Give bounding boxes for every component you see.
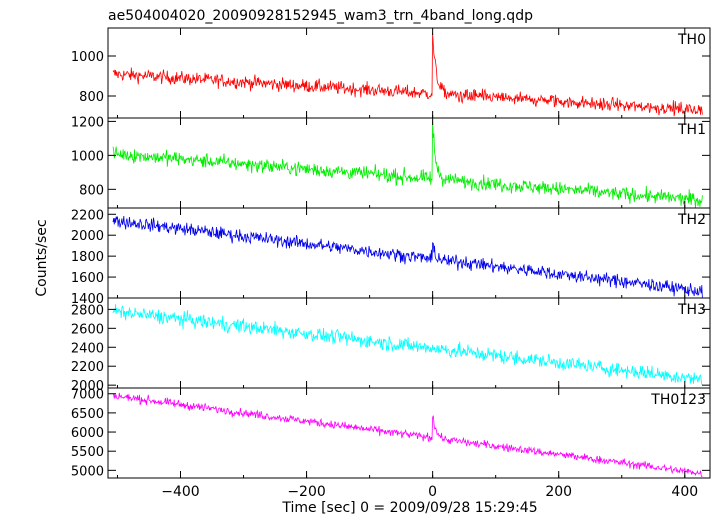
panel-frame xyxy=(107,27,711,119)
x-tick-label: 0 xyxy=(428,484,437,500)
panel-label: TH2 xyxy=(677,212,706,228)
panel-th0123: 5000 5500 6000 6500 7000 TH0123 xyxy=(71,387,711,479)
panel-th3: 2000 2200 2400 2600 2800 TH3 xyxy=(71,297,711,394)
y-tick-label: 1000 xyxy=(71,50,104,65)
x-tick-label: 200 xyxy=(545,484,572,500)
x-tick-label: −400 xyxy=(161,484,199,500)
series-th3 xyxy=(112,304,703,385)
y-tick-label: 2800 xyxy=(71,303,104,318)
panel-frame xyxy=(107,117,711,209)
panel-th2: 1400 1600 1800 2000 2200 TH2 xyxy=(71,207,711,307)
y-tick-label: 800 xyxy=(79,183,104,198)
y-tick-label: 2600 xyxy=(71,322,104,337)
panel-frame xyxy=(107,387,711,479)
x-axis: −400 −200 0 200 400 xyxy=(161,484,698,500)
series-th0 xyxy=(112,32,703,117)
panel-frame xyxy=(107,297,711,389)
y-tick-label: 7000 xyxy=(71,388,104,403)
panel-label: TH3 xyxy=(677,302,706,318)
panel-label: TH0 xyxy=(677,32,706,48)
y-tick-label: 5500 xyxy=(71,445,104,460)
y-tick-label: 2000 xyxy=(71,379,104,394)
y-tick-label: 6500 xyxy=(71,407,104,422)
y-tick-label: 800 xyxy=(79,90,104,105)
y-tick-label: 5000 xyxy=(71,464,104,479)
panels-group: 800 1000 TH0 800 1000 1200 TH1 1400 1600 1800 2000… xyxy=(71,27,711,479)
series-th2 xyxy=(112,215,703,298)
x-axis-label: Time [sec] 0 = 2009/09/28 15:29:45 xyxy=(281,500,537,516)
y-tick-label: 2200 xyxy=(71,208,104,223)
y-tick-label: 1200 xyxy=(71,115,104,130)
y-tick-label: 1400 xyxy=(71,292,104,307)
y-tick-label: 2000 xyxy=(71,229,104,244)
panel-th0: 800 1000 TH0 xyxy=(71,27,711,119)
y-tick-label: 1000 xyxy=(71,149,104,164)
x-tick-label: −200 xyxy=(287,484,325,500)
y-tick-label: 6000 xyxy=(71,426,104,441)
x-tick-label: 400 xyxy=(671,484,698,500)
panel-label: TH1 xyxy=(677,122,706,138)
y-axis-label: Counts/sec xyxy=(34,219,50,296)
series-th1 xyxy=(112,120,703,208)
y-tick-label: 1600 xyxy=(71,271,104,286)
series-th0123 xyxy=(112,392,703,477)
chart-title: ae504004020_20090928152945_wam3_trn_4ban… xyxy=(108,8,533,24)
y-tick-label: 1800 xyxy=(71,250,104,265)
y-tick-label: 2200 xyxy=(71,360,104,375)
panel-th1: 800 1000 1200 TH1 xyxy=(71,115,711,209)
y-tick-label: 2400 xyxy=(71,341,104,356)
panel-label: TH0123 xyxy=(650,392,706,408)
